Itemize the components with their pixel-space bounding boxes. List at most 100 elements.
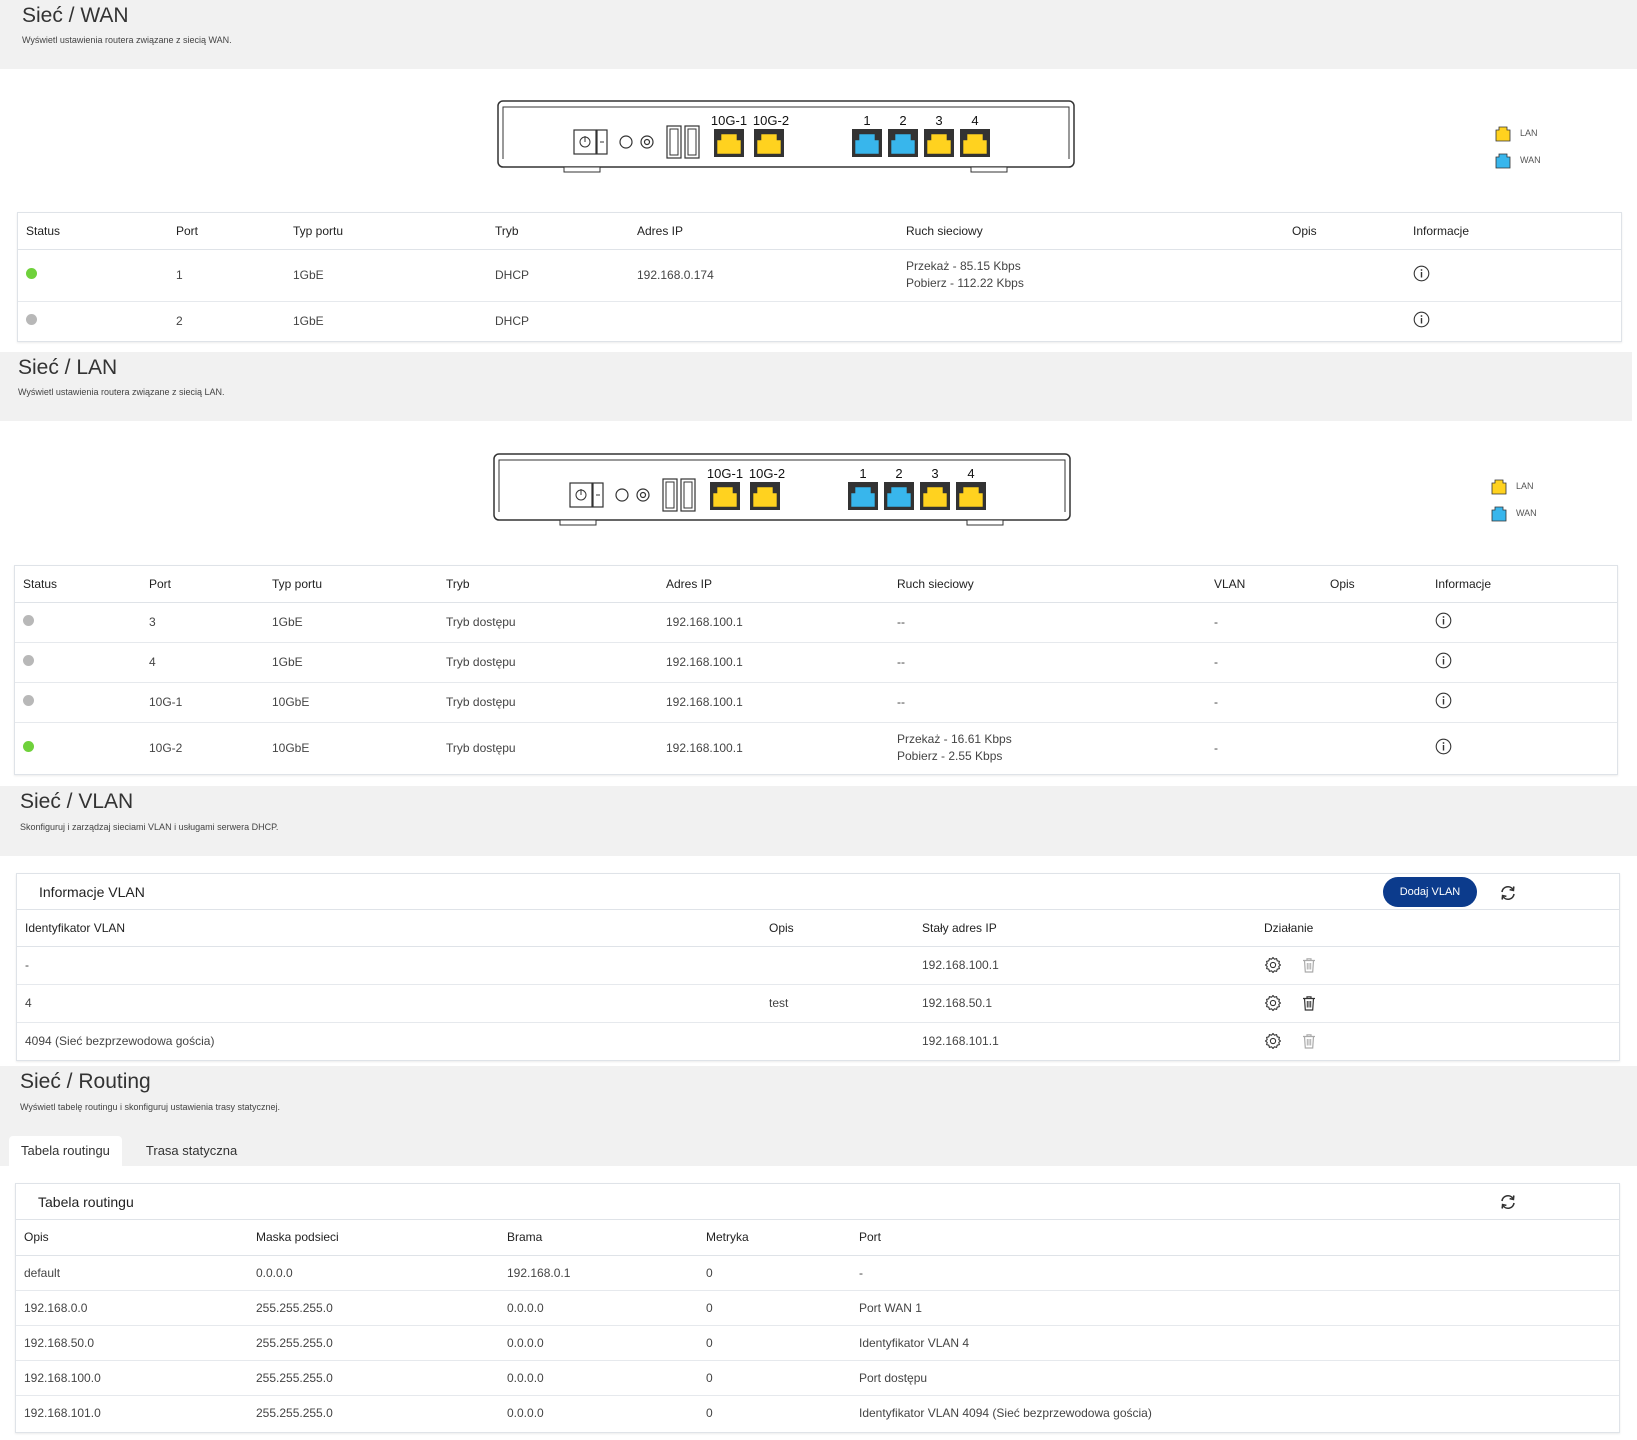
refresh-icon[interactable] (1498, 1192, 1518, 1212)
svg-text:10G-1: 10G-1 (711, 113, 747, 128)
table-row: 4094 (Sieć bezprzewodowa gościa) 192.168… (17, 1022, 1619, 1060)
description-cell: test (761, 984, 914, 1023)
col-action: Działanie (1256, 910, 1619, 947)
vlan-card: Informacje VLAN Dodaj VLAN Identyfikator… (16, 873, 1620, 1061)
description-cell: default (16, 1255, 248, 1291)
mode-cell: DHCP (487, 249, 629, 302)
port-type-cell: 1GbE (293, 314, 324, 329)
port-cell: - (851, 1255, 1619, 1291)
wan-port-icon (1494, 151, 1512, 169)
info-icon[interactable] (1413, 311, 1430, 328)
port-cell: Port dostępu (851, 1360, 1619, 1396)
card-title: Tabela routingu (38, 1194, 134, 1210)
mode-cell: Tryb dostępu (446, 741, 516, 756)
svg-text:10G-2: 10G-2 (753, 113, 789, 128)
ip-cell: 192.168.100.1 (658, 682, 889, 723)
port-type-cell: 1GbE (264, 642, 438, 683)
traffic-cell: -- (889, 602, 1206, 643)
description-cell (1322, 682, 1427, 723)
col-metric: Metryka (698, 1220, 851, 1256)
port-cell: Identyfikator VLAN 4094 (Sieć bezprzewod… (859, 1405, 1152, 1420)
settings-gear-icon[interactable] (1264, 994, 1282, 1012)
add-vlan-button[interactable]: Dodaj VLAN (1383, 877, 1477, 907)
mode-cell: Tryb dostępu (438, 602, 658, 643)
port-type-cell: 10GbE (272, 741, 310, 756)
lan-port-icon (1490, 477, 1508, 495)
table-row: 192.168.101.0 255.255.255.0 0.0.0.0 0 Id… (16, 1395, 1619, 1430)
tab-static-route[interactable]: Trasa statyczna (145, 1143, 238, 1158)
status-dot (23, 615, 34, 626)
gateway-cell: 0.0.0.0 (499, 1325, 698, 1361)
port-type-cell: 1GbE (285, 249, 487, 302)
col-info: Informacje (1427, 566, 1617, 603)
col-status: Status (15, 566, 141, 603)
info-icon[interactable] (1435, 738, 1452, 755)
description-cell (761, 946, 914, 985)
subnet-mask-cell: 0.0.0.0 (248, 1255, 499, 1291)
col-ip: Adres IP (629, 213, 898, 250)
legend-wan: WAN (1520, 154, 1541, 165)
mode-cell: DHCP (495, 314, 530, 329)
table-row: 1 1GbE DHCP 192.168.0.174 Przekaż - 85.1… (18, 249, 1621, 302)
metric-cell: 0 (698, 1360, 851, 1396)
col-description: Opis (16, 1220, 248, 1256)
port-cell: 10G-1 (141, 682, 264, 723)
svg-text:3: 3 (935, 113, 942, 128)
static-ip-cell: 192.168.100.1 (914, 946, 1256, 985)
svg-text:1: 1 (863, 113, 870, 128)
metric-cell: 0 (698, 1325, 851, 1361)
gateway-cell: 0.0.0.0 (507, 1405, 544, 1420)
settings-gear-icon[interactable] (1264, 1032, 1282, 1050)
port-type-cell: 1GbE (264, 602, 438, 643)
col-info: Informacje (1405, 213, 1621, 250)
col-vlan-id: Identyfikator VLAN (17, 910, 761, 947)
delete-trash-icon[interactable] (1300, 994, 1318, 1012)
page-subtitle: Skonfiguruj i zarządzaj sieciami VLAN i … (20, 822, 279, 832)
port-legend: LAN WAN (1494, 119, 1541, 173)
info-icon[interactable] (1435, 612, 1452, 629)
description-cell: 192.168.100.0 (16, 1360, 248, 1396)
col-description: Opis (1284, 213, 1405, 250)
vlan-header: Sieć / VLAN Skonfiguruj i zarządzaj siec… (0, 786, 1637, 856)
table-row: 4 1GbE Tryb dostępu 192.168.100.1 -- - (15, 642, 1617, 683)
svg-text:10G-2: 10G-2 (749, 466, 785, 481)
tab-routing-table[interactable]: Tabela routingu (9, 1136, 122, 1166)
metric-cell: 0 (698, 1290, 851, 1326)
settings-gear-icon[interactable] (1264, 956, 1282, 974)
description-cell (1322, 642, 1427, 683)
table-row: 192.168.50.0 255.255.255.0 0.0.0.0 0 Ide… (16, 1325, 1619, 1361)
traffic-cell: -- (889, 682, 1206, 723)
col-port-type: Typ portu (264, 566, 438, 603)
vlan-id-cell: - (17, 946, 761, 985)
info-icon[interactable] (1435, 692, 1452, 709)
page-subtitle: Wyświetl tabelę routingu i skonfiguruj u… (20, 1102, 281, 1112)
description-cell (1322, 602, 1427, 643)
traffic-cell: Przekaż - 85.15 Kbps Pobierz - 112.22 Kbp… (898, 249, 1284, 302)
delete-trash-icon[interactable] (1300, 1032, 1318, 1050)
vlan-card-header: Informacje VLAN Dodaj VLAN (17, 874, 1619, 910)
col-static-ip: Stały adres IP (914, 910, 1256, 947)
info-icon[interactable] (1413, 265, 1430, 282)
info-icon[interactable] (1435, 652, 1452, 669)
subnet-mask-cell: 255.255.255.0 (248, 1360, 499, 1396)
refresh-icon[interactable] (1498, 883, 1518, 903)
col-subnet-mask: Maska podsieci (248, 1220, 499, 1256)
ip-cell: 192.168.100.1 (658, 642, 889, 683)
wan-router-panel: 10G-1 10G-2 1 2 3 4 LAN WAN (0, 69, 1637, 209)
port-cell: Port WAN 1 (851, 1290, 1619, 1326)
vlan-cell: - (1206, 602, 1322, 643)
port-type-cell: 10GbE (264, 682, 438, 723)
port-cell: 2 (176, 314, 183, 329)
vlan-cell: - (1214, 741, 1218, 756)
metric-cell: 0 (698, 1255, 851, 1291)
delete-trash-icon[interactable] (1300, 956, 1318, 974)
page-subtitle: Wyświetl ustawienia routera związane z s… (18, 387, 225, 397)
description-cell (1284, 301, 1405, 341)
description-cell: 192.168.50.0 (16, 1325, 248, 1361)
description-cell: 192.168.0.0 (16, 1290, 248, 1326)
traffic-upload: Przekaż - 85.15 Kbps (906, 259, 1021, 273)
svg-text:10G-1: 10G-1 (707, 466, 743, 481)
table-row: 10G-1 10GbE Tryb dostępu 192.168.100.1 -… (15, 682, 1617, 723)
port-cell: 1 (168, 249, 285, 302)
status-dot (23, 741, 34, 753)
